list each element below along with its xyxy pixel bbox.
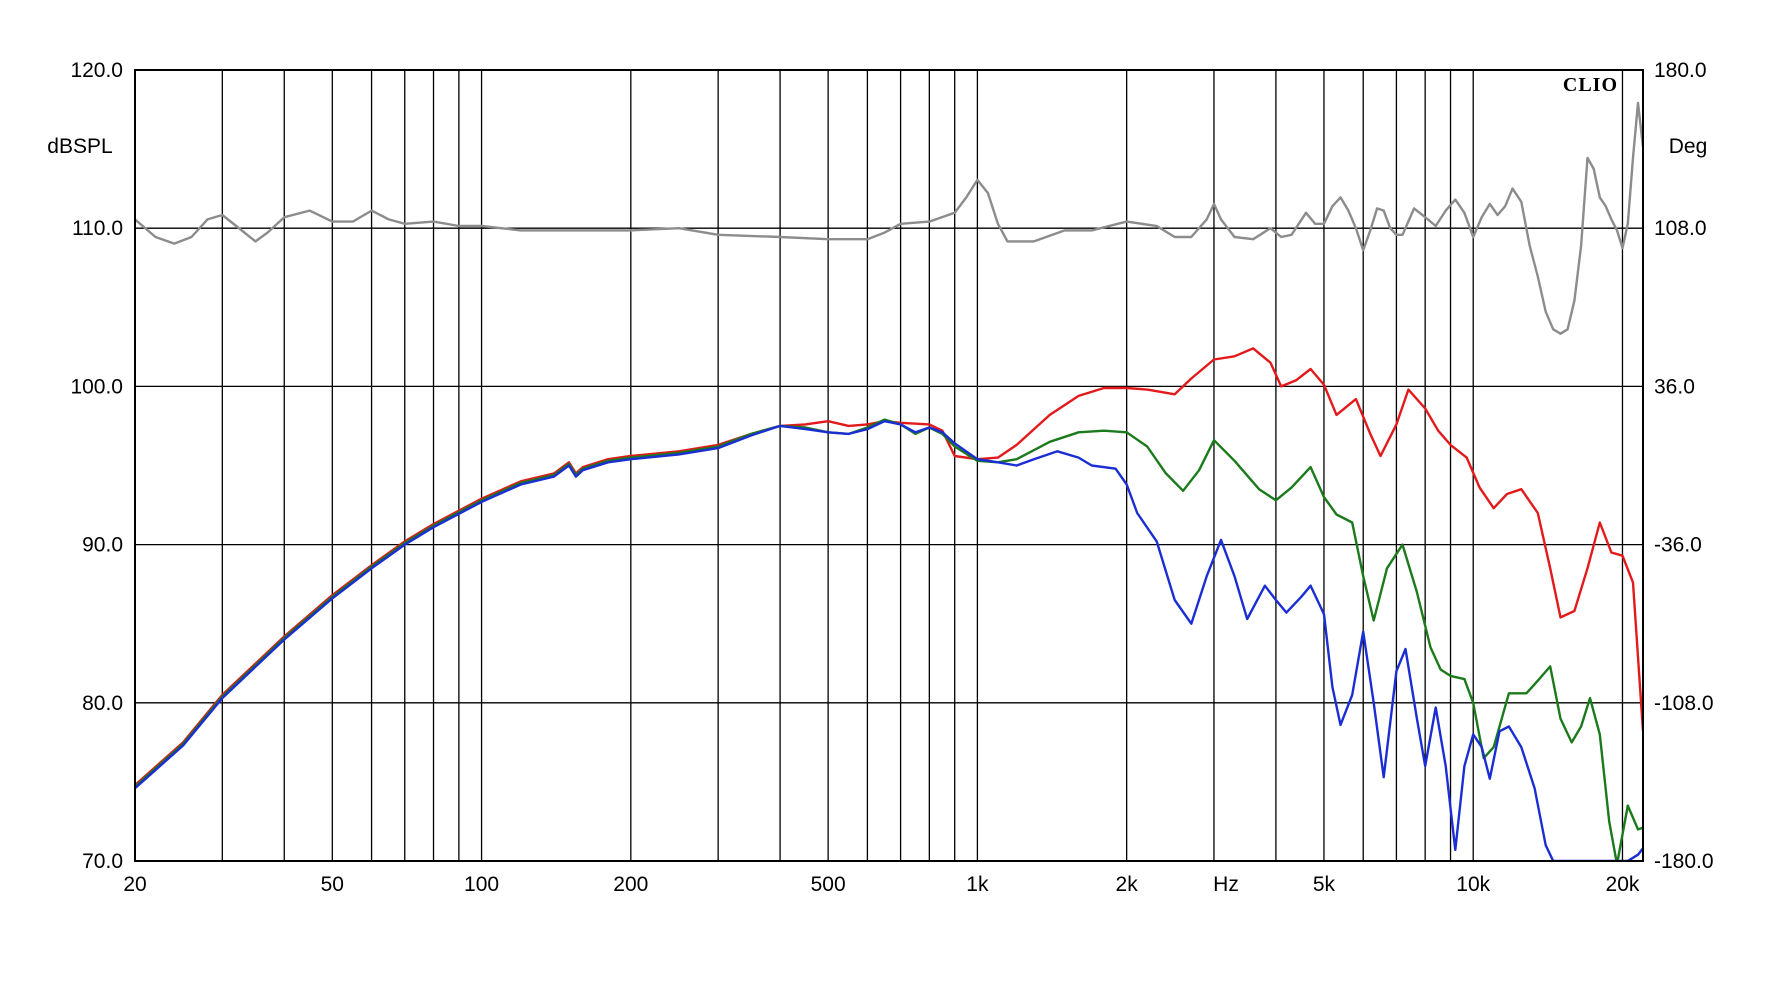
x-tick-label: 500 xyxy=(811,873,846,896)
y-tick-label-left: 90.0 xyxy=(82,534,123,557)
y-tick-label-left: 110.0 xyxy=(72,217,123,240)
y-tick-label-right: -108.0 xyxy=(1654,692,1714,715)
x-axis-title: Hz xyxy=(1213,873,1239,896)
y-tick-label-right: 108.0 xyxy=(1654,217,1707,240)
y-tick-label-right: 180.0 xyxy=(1654,59,1707,82)
x-tick-label: 200 xyxy=(613,873,648,896)
series-line-2 xyxy=(135,418,1643,861)
y-tick-label-left: 80.0 xyxy=(82,692,123,715)
x-tick-label: 2k xyxy=(1116,873,1139,896)
y-tick-label-right: -180.0 xyxy=(1654,850,1714,873)
series-group xyxy=(135,101,1643,861)
grid xyxy=(134,69,1643,862)
x-tick-label: 100 xyxy=(464,873,499,896)
x-tick-label: 1k xyxy=(966,873,989,896)
y-tick-label-left: 120.0 xyxy=(70,59,123,82)
x-tick-label: 5k xyxy=(1313,873,1336,896)
x-tick-label: 20 xyxy=(123,873,146,896)
y-tick-label-left: 70.0 xyxy=(82,850,123,873)
series-line-3 xyxy=(135,420,1643,861)
tick-labels: 20 50 100 200 500 1k 2k 5k 10k 20k 120.0 110.0 100.0… xyxy=(70,59,1713,896)
brand-logo-text: CLIO xyxy=(1563,74,1618,96)
y-axis-right-title: Deg xyxy=(1669,135,1708,158)
x-tick-label: 10k xyxy=(1456,873,1490,896)
y-tick-label-right: -36.0 xyxy=(1654,534,1702,557)
y-axis-left-title: dBSPL xyxy=(47,135,112,158)
series-line-4 xyxy=(135,101,1643,335)
x-tick-label: 20k xyxy=(1606,873,1640,896)
x-tick-label: 50 xyxy=(321,873,344,896)
y-tick-label-left: 100.0 xyxy=(70,375,123,398)
y-tick-label-right: 36.0 xyxy=(1654,375,1695,398)
plot-frame xyxy=(134,69,1644,862)
